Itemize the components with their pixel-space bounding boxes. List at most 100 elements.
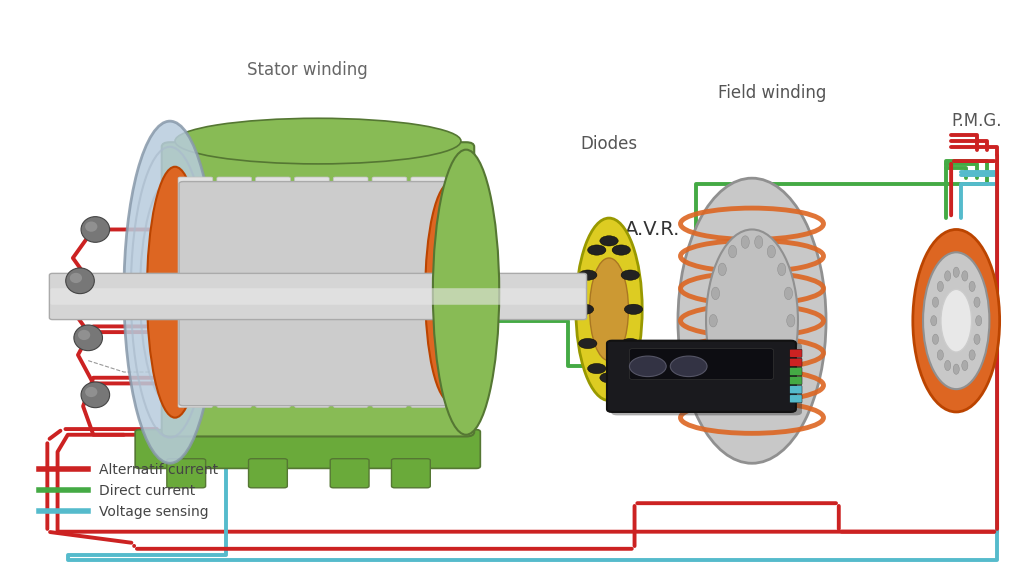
FancyBboxPatch shape — [611, 343, 802, 415]
Ellipse shape — [755, 393, 763, 406]
Circle shape — [600, 236, 618, 246]
Ellipse shape — [590, 258, 629, 360]
Ellipse shape — [728, 383, 736, 396]
Ellipse shape — [912, 229, 999, 412]
FancyBboxPatch shape — [630, 348, 773, 379]
Ellipse shape — [678, 178, 826, 463]
FancyBboxPatch shape — [333, 177, 368, 407]
Ellipse shape — [81, 382, 110, 407]
Ellipse shape — [709, 315, 717, 327]
Text: Field winding: Field winding — [718, 84, 826, 101]
Ellipse shape — [786, 315, 795, 327]
Ellipse shape — [755, 236, 763, 248]
FancyBboxPatch shape — [179, 182, 453, 406]
Ellipse shape — [74, 325, 102, 351]
Ellipse shape — [944, 360, 950, 371]
FancyBboxPatch shape — [135, 430, 480, 468]
Ellipse shape — [70, 273, 82, 283]
Circle shape — [621, 339, 639, 348]
Ellipse shape — [953, 364, 959, 374]
Ellipse shape — [976, 316, 982, 326]
Circle shape — [579, 339, 597, 348]
Ellipse shape — [712, 287, 720, 300]
Ellipse shape — [923, 252, 989, 389]
Circle shape — [612, 363, 631, 374]
FancyBboxPatch shape — [790, 367, 802, 375]
Text: Diodes: Diodes — [581, 135, 638, 153]
Ellipse shape — [953, 267, 959, 277]
Circle shape — [625, 304, 643, 315]
Ellipse shape — [931, 316, 937, 326]
Ellipse shape — [741, 236, 750, 248]
Ellipse shape — [784, 342, 793, 354]
Text: Stator winding: Stator winding — [248, 61, 369, 79]
Circle shape — [621, 270, 639, 280]
Ellipse shape — [433, 150, 500, 435]
Ellipse shape — [712, 342, 720, 354]
FancyBboxPatch shape — [162, 142, 474, 437]
Circle shape — [600, 372, 618, 383]
FancyBboxPatch shape — [790, 395, 802, 403]
Ellipse shape — [728, 245, 736, 258]
FancyBboxPatch shape — [217, 177, 252, 407]
Ellipse shape — [124, 121, 216, 463]
Text: P.M.G.: P.M.G. — [951, 112, 1001, 130]
Ellipse shape — [175, 118, 461, 164]
Circle shape — [579, 270, 597, 280]
Ellipse shape — [937, 350, 943, 360]
FancyBboxPatch shape — [295, 177, 329, 407]
FancyBboxPatch shape — [790, 386, 802, 394]
Circle shape — [588, 245, 606, 255]
Ellipse shape — [777, 366, 785, 378]
Ellipse shape — [933, 334, 939, 344]
FancyBboxPatch shape — [411, 177, 445, 407]
FancyBboxPatch shape — [330, 459, 369, 488]
Ellipse shape — [767, 383, 775, 396]
FancyBboxPatch shape — [256, 177, 291, 407]
Ellipse shape — [718, 263, 726, 276]
Ellipse shape — [66, 268, 94, 293]
Ellipse shape — [575, 218, 642, 401]
FancyBboxPatch shape — [790, 358, 802, 366]
Ellipse shape — [85, 387, 97, 397]
Text: A.V.R.: A.V.R. — [626, 220, 681, 239]
FancyBboxPatch shape — [607, 341, 796, 412]
Ellipse shape — [706, 229, 798, 412]
FancyBboxPatch shape — [249, 459, 288, 488]
Ellipse shape — [933, 297, 939, 307]
Circle shape — [671, 356, 707, 376]
Ellipse shape — [425, 182, 476, 402]
FancyBboxPatch shape — [50, 288, 586, 305]
Ellipse shape — [969, 350, 975, 360]
Ellipse shape — [718, 366, 726, 378]
FancyBboxPatch shape — [178, 177, 213, 407]
FancyBboxPatch shape — [790, 349, 802, 357]
Ellipse shape — [81, 217, 110, 242]
Ellipse shape — [974, 297, 980, 307]
Ellipse shape — [784, 287, 793, 300]
Circle shape — [575, 304, 594, 315]
Circle shape — [630, 356, 667, 376]
Ellipse shape — [741, 393, 750, 406]
Ellipse shape — [777, 263, 785, 276]
Ellipse shape — [85, 222, 97, 231]
Legend: Alternatif current, Direct current, Voltage sensing: Alternatif current, Direct current, Volt… — [34, 458, 224, 525]
Ellipse shape — [962, 271, 968, 281]
Ellipse shape — [962, 360, 968, 371]
Ellipse shape — [944, 271, 950, 281]
Ellipse shape — [767, 245, 775, 258]
Ellipse shape — [974, 334, 980, 344]
FancyBboxPatch shape — [49, 273, 587, 320]
Ellipse shape — [146, 167, 203, 418]
Ellipse shape — [969, 281, 975, 292]
Text: Rotor
winding: Rotor winding — [57, 288, 118, 320]
FancyBboxPatch shape — [167, 459, 206, 488]
FancyBboxPatch shape — [790, 376, 802, 384]
Circle shape — [612, 245, 631, 255]
Ellipse shape — [941, 289, 972, 352]
Ellipse shape — [78, 330, 90, 340]
Text: Armature: Armature — [702, 232, 781, 250]
FancyBboxPatch shape — [391, 459, 430, 488]
Circle shape — [588, 363, 606, 374]
Ellipse shape — [937, 281, 943, 292]
